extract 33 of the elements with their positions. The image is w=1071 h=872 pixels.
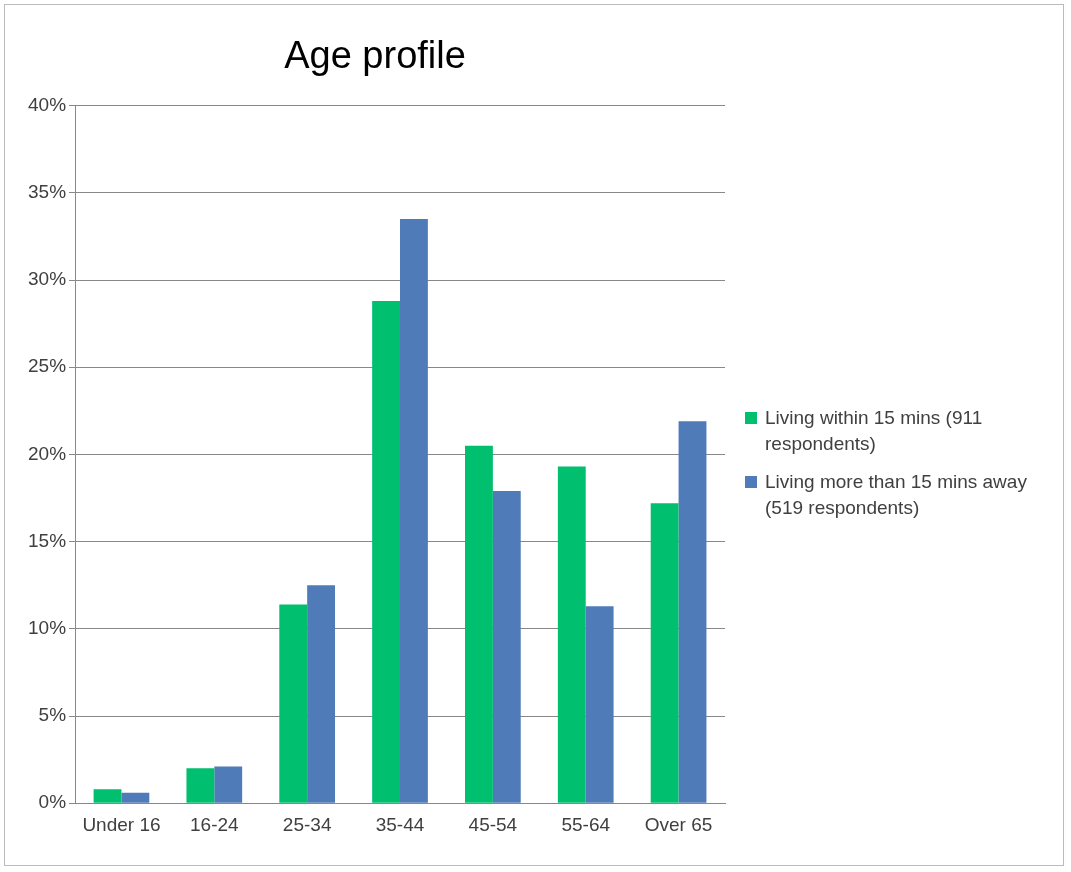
y-tick-label: 25% (28, 355, 67, 377)
y-tick-label: 10% (28, 617, 67, 639)
bar (121, 792, 150, 803)
y-tick-label: 20% (28, 442, 67, 464)
bar (650, 503, 679, 803)
y-tick-label: 5% (38, 704, 67, 726)
chart-title: Age profile (284, 34, 466, 77)
bar (214, 766, 243, 803)
x-tick-label: 45-54 (468, 813, 518, 835)
x-tick-label: 16-24 (190, 813, 240, 835)
x-tick-label: 35-44 (375, 813, 425, 835)
legend-label: Living within 15 mins (911 respondents) (765, 406, 984, 456)
x-tick-label: Over 65 (644, 813, 713, 835)
y-tick-label: 0% (38, 791, 67, 813)
bar (465, 445, 493, 803)
bar (492, 491, 521, 803)
bar (585, 606, 614, 803)
y-tick-label: 15% (28, 529, 67, 551)
legend-label: Living more than 15 mins away (519 respondents) (765, 470, 1028, 520)
bar (678, 421, 707, 803)
y-tick-label: 40% (28, 93, 67, 115)
bar (93, 789, 122, 803)
bar (372, 300, 401, 803)
bar (400, 218, 428, 803)
bar (307, 585, 336, 803)
bar (557, 466, 586, 803)
bar (186, 768, 215, 803)
x-tick-label: 25-34 (282, 813, 332, 835)
x-tick-label: Under 16 (82, 813, 161, 835)
y-tick-label: 30% (28, 268, 67, 290)
y-tick-label: 35% (28, 181, 67, 203)
bar (279, 604, 308, 803)
x-tick-label: 55-64 (561, 813, 611, 835)
